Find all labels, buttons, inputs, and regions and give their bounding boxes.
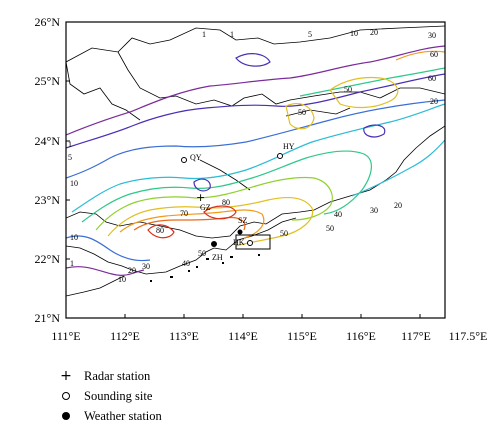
longitude-labels: 111°E 112°E 113°E 114°E 115°E 116°E 117°… <box>51 329 487 343</box>
sounding-label-qy: QY <box>190 153 202 162</box>
lon-label: 117.5°E <box>449 329 488 343</box>
map-legend: + Radar station Sounding site Weather st… <box>58 366 162 426</box>
contour-10-south <box>66 235 151 262</box>
islands <box>150 254 260 282</box>
legend-sounding-label: Sounding site <box>84 388 153 403</box>
svg-text:1: 1 <box>202 30 206 39</box>
svg-text:80: 80 <box>156 226 164 235</box>
contour-5-ring <box>235 53 271 67</box>
precipitation-contour-map: 1 1 5 10 20 30 60 60 20 50 50 1 5 10 70 … <box>35 15 488 343</box>
contour-1-south <box>66 266 145 276</box>
open-circle-icon <box>58 388 74 404</box>
svg-text:80: 80 <box>222 198 230 207</box>
sounding-marker-hy <box>277 153 283 159</box>
contour-20-east <box>351 139 445 197</box>
contour-50 <box>107 197 314 247</box>
svg-text:20: 20 <box>430 97 438 106</box>
svg-text:1: 1 <box>230 30 234 39</box>
sounding-marker-qy <box>181 157 187 163</box>
coastline-and-boundaries <box>66 25 445 297</box>
contour-30-north <box>299 67 445 97</box>
contour-label-group: 1 1 5 10 20 30 60 60 20 50 50 1 5 10 70 … <box>68 28 438 284</box>
svg-text:40: 40 <box>182 259 190 268</box>
latitude-labels: 26°N 25°N 24°N 23°N 22°N 21°N <box>35 15 61 325</box>
lon-label: 114°E <box>228 329 258 343</box>
contour-10 <box>66 99 445 179</box>
lat-label: 25°N <box>35 74 61 88</box>
contour-30 <box>81 150 372 223</box>
weather-marker-zh <box>211 241 217 247</box>
lat-label: 22°N <box>35 252 61 266</box>
svg-text:10: 10 <box>350 29 358 38</box>
svg-text:5: 5 <box>308 30 312 39</box>
svg-text:50: 50 <box>344 85 352 94</box>
contour-40 <box>95 176 333 231</box>
svg-text:60: 60 <box>430 50 438 59</box>
legend-radar-label: Radar station <box>84 368 151 383</box>
contour-80-gz <box>203 205 237 220</box>
legend-radar: + Radar station <box>58 366 162 386</box>
lon-label: 111°E <box>51 329 80 343</box>
radar-label: GZ <box>200 203 211 212</box>
contour-50-north <box>329 76 399 109</box>
contour-20 <box>71 103 445 213</box>
svg-text:20: 20 <box>394 201 402 210</box>
plus-icon: + <box>60 368 72 384</box>
weather-marker-sz <box>237 229 243 235</box>
contour-10-ring <box>193 178 211 192</box>
sounding-label-hk: HK <box>233 238 245 247</box>
sounding-label-hy: HY <box>283 142 295 151</box>
svg-text:20: 20 <box>128 266 136 275</box>
lat-label: 26°N <box>35 15 61 29</box>
contour-5 <box>66 73 445 149</box>
svg-text:60: 60 <box>428 74 436 83</box>
axis-ticks <box>65 21 421 319</box>
contour-70 <box>133 216 246 231</box>
contour-60-north <box>395 50 445 61</box>
lon-label: 116°E <box>346 329 376 343</box>
lon-label: 115°E <box>287 329 317 343</box>
contour-50-mid <box>285 103 315 130</box>
svg-text:50: 50 <box>326 224 334 233</box>
study-area-box <box>235 234 271 250</box>
svg-text:50: 50 <box>280 229 288 238</box>
lon-label: 113°E <box>169 329 199 343</box>
contour-lines <box>66 45 445 276</box>
svg-text:30: 30 <box>142 262 150 271</box>
contour-60 <box>119 209 265 239</box>
svg-text:50: 50 <box>298 108 306 117</box>
svg-text:1: 1 <box>70 259 74 268</box>
radar-marker: + <box>196 191 205 204</box>
legend-weather: Weather station <box>58 406 162 426</box>
svg-text:30: 30 <box>428 31 436 40</box>
svg-text:20: 20 <box>370 28 378 37</box>
lat-label: 21°N <box>35 311 61 325</box>
weather-label-zh: ZH <box>212 253 223 262</box>
svg-text:10: 10 <box>70 233 78 242</box>
lat-label: 24°N <box>35 134 61 148</box>
lat-label: 23°N <box>35 193 61 207</box>
svg-text:5: 5 <box>68 153 72 162</box>
legend-sounding: Sounding site <box>58 386 162 406</box>
lon-label: 112°E <box>110 329 140 343</box>
lon-label: 117°E <box>401 329 431 343</box>
map-frame <box>65 21 446 319</box>
station-markers: + GZ QY HY HK SZ ZH <box>181 142 295 262</box>
svg-text:10: 10 <box>70 179 78 188</box>
legend-weather-label: Weather station <box>84 408 162 423</box>
svg-text:30: 30 <box>370 206 378 215</box>
svg-text:50: 50 <box>198 249 206 258</box>
svg-text:70: 70 <box>180 209 188 218</box>
filled-circle-icon <box>58 408 74 424</box>
contour-ring-east <box>363 124 386 138</box>
contour-80 <box>147 224 175 239</box>
svg-text:10: 10 <box>118 275 126 284</box>
svg-text:40: 40 <box>334 210 342 219</box>
svg-text:1: 1 <box>68 140 72 149</box>
weather-label-sz: SZ <box>238 216 247 225</box>
sounding-marker-hk <box>247 240 253 246</box>
contour-1 <box>66 45 445 136</box>
